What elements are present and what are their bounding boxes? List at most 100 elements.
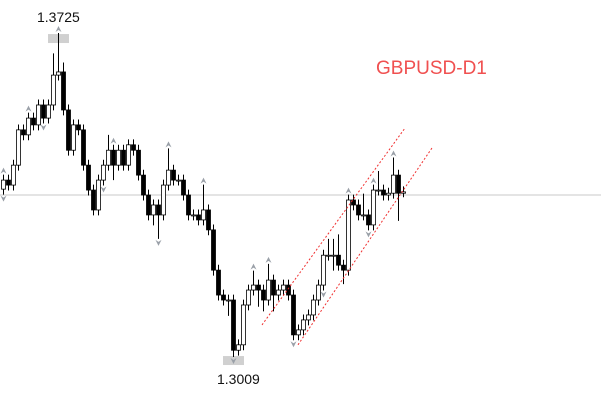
candle-body <box>51 74 56 106</box>
candle-body <box>81 129 86 166</box>
candle-body <box>41 104 46 119</box>
fractal-up-icon <box>390 150 397 157</box>
candle-body <box>211 229 216 271</box>
candle-body <box>286 284 291 296</box>
candle-body <box>176 179 181 182</box>
candle-body <box>371 189 376 226</box>
candle-body <box>21 129 26 136</box>
candle-body <box>321 254 326 286</box>
candle-body <box>151 204 156 216</box>
fractal-down-icon <box>40 124 47 131</box>
candle-body <box>346 199 351 271</box>
candle-body <box>26 117 31 136</box>
candle-body <box>166 169 171 186</box>
candle-body <box>386 192 391 196</box>
fractal-up-icon <box>265 256 272 263</box>
candle-body <box>301 319 306 331</box>
fractal-up-icon <box>25 105 32 112</box>
candle-body <box>16 129 21 166</box>
candle-body <box>216 269 221 296</box>
fractal-up-icon <box>0 167 7 174</box>
candle-body <box>396 174 401 194</box>
channel-line-upper <box>261 127 406 326</box>
fractal-down-icon <box>290 341 297 348</box>
candle-body <box>226 299 231 302</box>
candle-body <box>76 124 81 131</box>
candle-body <box>336 254 341 266</box>
candle-body <box>391 174 396 194</box>
candle-body <box>231 299 236 351</box>
candle-body <box>161 184 166 216</box>
candle-body <box>366 214 371 226</box>
candle-body <box>6 179 11 186</box>
candle-body <box>276 289 281 296</box>
candle-body <box>66 109 71 151</box>
fractal-down-icon <box>155 239 162 246</box>
fractal-up-icon <box>345 187 352 194</box>
candle-body <box>356 204 361 216</box>
fractal-down-icon <box>365 231 372 238</box>
candle-body <box>61 71 66 111</box>
candle-body <box>351 199 356 206</box>
fractal-down-icon <box>100 186 107 193</box>
candle-body <box>241 304 246 346</box>
candle-body <box>116 149 121 166</box>
candle-body <box>1 179 6 190</box>
candle-body <box>181 179 186 196</box>
fractal-up-icon <box>110 137 117 144</box>
candle-body <box>186 194 191 216</box>
candle-body <box>46 104 51 119</box>
candle-body <box>96 179 101 211</box>
candle-body <box>296 329 301 336</box>
candle-body <box>121 149 126 166</box>
candle-body <box>156 204 161 216</box>
candle-body <box>236 344 241 351</box>
candle-body <box>266 279 271 301</box>
candle-body <box>341 264 346 271</box>
candle-body <box>146 194 151 216</box>
candle-body <box>131 144 136 151</box>
candle-body <box>306 314 311 321</box>
candle-body <box>106 149 111 166</box>
candle-body <box>191 214 196 217</box>
candle-body <box>281 284 286 291</box>
candle-body <box>361 214 366 217</box>
channel-line-lower <box>297 147 433 346</box>
candle-body <box>376 189 381 192</box>
candle-body <box>201 209 206 221</box>
candle-body <box>221 294 226 301</box>
candle-body <box>86 164 91 191</box>
fractal-up-icon <box>55 26 62 33</box>
candle-body <box>36 104 41 126</box>
candle-body <box>246 289 251 306</box>
chart-title: GBPUSD-D1 <box>376 58 487 79</box>
candle-body <box>271 279 276 296</box>
candle-body <box>331 254 336 257</box>
fractal-down-icon <box>0 195 7 202</box>
candle-body <box>91 189 96 211</box>
candle-body <box>251 284 256 291</box>
candle-body <box>56 71 61 76</box>
candle-body <box>326 254 331 257</box>
candle-body <box>171 169 176 181</box>
candle-body <box>261 289 266 301</box>
candle-body <box>381 189 386 196</box>
candle-body <box>141 174 146 196</box>
candle-body <box>31 117 36 126</box>
fractal-up-icon <box>200 177 207 184</box>
candle-body <box>111 149 116 166</box>
candle-body <box>126 144 131 166</box>
candle-body <box>101 164 106 181</box>
fractal-up-icon <box>370 177 377 184</box>
candle-body <box>136 149 141 176</box>
fractal-up-icon <box>165 141 172 148</box>
high-price-label: 1.3725 <box>37 9 80 26</box>
fractal-down-icon <box>320 291 327 298</box>
candle-body <box>11 164 16 186</box>
fractal-up-icon <box>250 263 257 270</box>
fractal-down-icon <box>230 358 237 365</box>
candle-body <box>206 209 211 231</box>
candle-body <box>71 124 76 151</box>
candle-body <box>311 299 316 316</box>
candle-body <box>256 284 261 291</box>
